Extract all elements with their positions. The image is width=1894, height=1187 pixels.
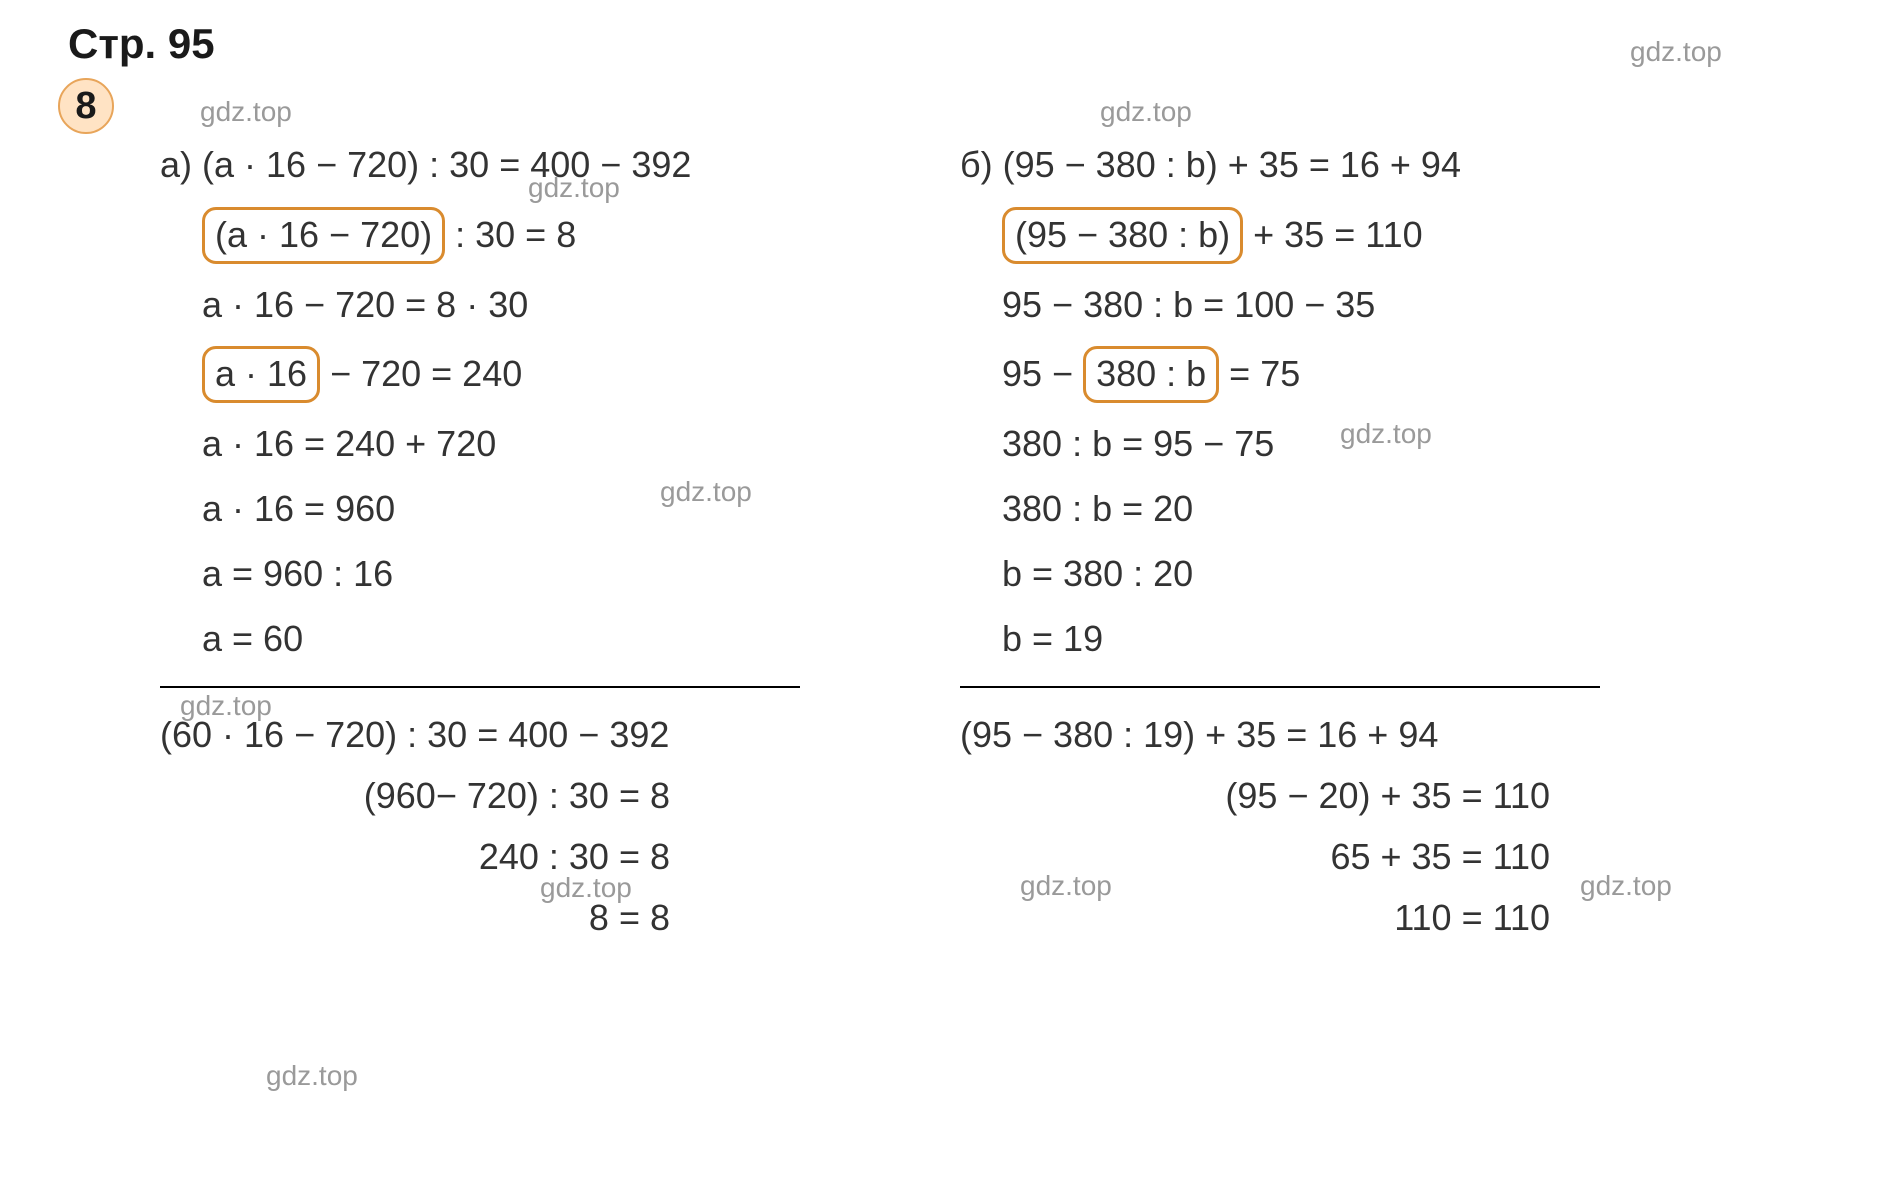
- column-a: а) (a · 16 − 720) : 30 = 400 − 392 (a · …: [160, 142, 800, 942]
- line-a-8: a = 60: [160, 616, 800, 663]
- line-a-7: a = 960 : 16: [160, 551, 800, 598]
- boxed-expr: 380 : b: [1083, 346, 1219, 403]
- solution-rule: [160, 686, 800, 688]
- check-a-4: 8 = 8: [160, 895, 800, 942]
- problem-number-badge: 8: [58, 78, 114, 134]
- line-b-4: 95 − 380 : b = 75: [960, 346, 1600, 403]
- check-b-1: (95 − 380 : 19) + 35 = 16 + 94: [960, 712, 1600, 759]
- line-b-8: b = 19: [960, 616, 1600, 663]
- check-b-4: 110 = 110: [960, 895, 1600, 942]
- line-b-2: (95 − 380 : b) + 35 = 110: [960, 207, 1600, 264]
- line-a-5: a · 16 = 240 + 720: [160, 421, 800, 468]
- check-a-3: 240 : 30 = 8: [160, 834, 800, 881]
- boxed-expr: (a · 16 − 720): [202, 207, 445, 264]
- boxed-expr: a · 16: [202, 346, 320, 403]
- check-a-2: (960− 720) : 30 = 8: [160, 773, 800, 820]
- part-label-a: а): [160, 144, 192, 185]
- boxed-expr: (95 − 380 : b): [1002, 207, 1243, 264]
- line-a-2: (a · 16 − 720) : 30 = 8: [160, 207, 800, 264]
- expr: + 35 = 110: [1243, 214, 1423, 255]
- line-b-3: 95 − 380 : b = 100 − 35: [960, 282, 1600, 329]
- check-a-1: (60 · 16 − 720) : 30 = 400 − 392: [160, 712, 800, 759]
- columns-wrap: а) (a · 16 − 720) : 30 = 400 − 392 (a · …: [50, 142, 1844, 942]
- line-a-6: a · 16 = 960: [160, 486, 800, 533]
- line-a-4: a · 16 − 720 = 240: [160, 346, 800, 403]
- expr: = 75: [1219, 353, 1300, 394]
- check-b-2: (95 − 20) + 35 = 110: [960, 773, 1600, 820]
- expr: − 720 = 240: [320, 353, 522, 394]
- expr: 95 −: [1002, 353, 1083, 394]
- watermark: gdz.top: [266, 1060, 358, 1092]
- line-b-6: 380 : b = 20: [960, 486, 1600, 533]
- expr: : 30 = 8: [445, 214, 576, 255]
- page-header: Стр. 95: [68, 20, 1844, 68]
- line-b-5: 380 : b = 95 − 75: [960, 421, 1600, 468]
- line-b-1: б) (95 − 380 : b) + 35 = 16 + 94: [960, 142, 1600, 189]
- watermark: gdz.top: [1100, 96, 1192, 128]
- expr: (a · 16 − 720) : 30 = 400 − 392: [202, 144, 691, 185]
- solution-rule: [960, 686, 1600, 688]
- part-label-b: б): [960, 144, 993, 185]
- watermark: gdz.top: [200, 96, 292, 128]
- check-b-3: 65 + 35 = 110: [960, 834, 1600, 881]
- check-block-a: (60 · 16 − 720) : 30 = 400 − 392 (960− 7…: [160, 712, 800, 941]
- line-a-3: a · 16 − 720 = 8 · 30: [160, 282, 800, 329]
- check-block-b: (95 − 380 : 19) + 35 = 16 + 94 (95 − 20)…: [960, 712, 1600, 941]
- column-b: б) (95 − 380 : b) + 35 = 16 + 94 (95 − 3…: [960, 142, 1600, 942]
- line-b-7: b = 380 : 20: [960, 551, 1600, 598]
- expr: (95 − 380 : b) + 35 = 16 + 94: [1003, 144, 1461, 185]
- line-a-1: а) (a · 16 − 720) : 30 = 400 − 392: [160, 142, 800, 189]
